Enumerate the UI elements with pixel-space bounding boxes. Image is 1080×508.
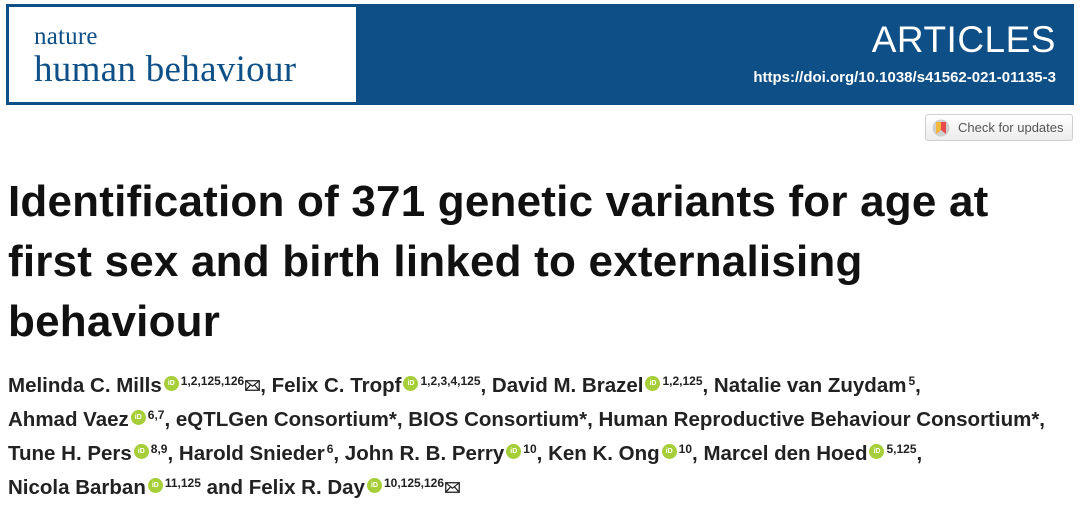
author-name[interactable]: Melinda C. Mills <box>8 374 162 397</box>
orcid-icon[interactable] <box>133 444 149 459</box>
crossmark-icon <box>932 119 950 136</box>
author-separator: , <box>916 442 923 465</box>
author-separator: and <box>200 476 249 499</box>
author-affiliation: 10 <box>678 442 693 456</box>
orcid-icon[interactable] <box>661 444 677 459</box>
mail-icon[interactable] <box>245 380 261 391</box>
author-separator: , <box>915 374 921 397</box>
author-name[interactable]: BIOS Consortium* <box>408 408 588 431</box>
author-separator: , <box>260 374 272 397</box>
author-separator: , <box>333 442 345 465</box>
doi-link[interactable]: https://doi.org/10.1038/s41562-021-01135… <box>753 69 1056 86</box>
author-item: Nicola Barban 11,125 <box>8 476 201 499</box>
orcid-icon[interactable] <box>506 444 522 459</box>
author-affiliation: 1,2,125 <box>662 374 703 388</box>
author-affiliation: 10,125,126 <box>383 476 445 490</box>
check-for-updates-button[interactable]: Check for updates <box>925 114 1073 141</box>
author-name[interactable]: eQTLGen Consortium* <box>175 408 397 431</box>
author-name[interactable]: David M. Brazel <box>491 374 644 397</box>
author-item: Ken K. Ong 10 <box>548 442 692 465</box>
logo-text-nature: nature <box>34 23 98 50</box>
author-name[interactable]: Natalie van Zuydam <box>713 374 907 397</box>
author-affiliation: 8,9 <box>150 442 168 456</box>
orcid-icon[interactable] <box>147 478 163 493</box>
author-item: Felix C. Tropf 1,2,3,4,125 <box>272 374 481 397</box>
author-affiliation: 11,125 <box>164 476 201 490</box>
section-label: ARTICLES <box>871 19 1056 60</box>
author-separator: , <box>1039 408 1045 431</box>
author-affiliation: 10 <box>523 442 537 456</box>
author-name[interactable]: Felix C. Tropf <box>271 374 402 397</box>
author-separator: , <box>692 442 704 465</box>
author-separator: , <box>536 442 549 465</box>
author-name[interactable]: Nicola Barban <box>8 476 146 499</box>
author-item: David M. Brazel 1,2,125 <box>492 374 703 397</box>
check-for-updates-label: Check for updates <box>958 120 1064 135</box>
author-separator: , <box>702 374 714 397</box>
mail-icon[interactable] <box>445 482 460 493</box>
journal-header: nature human behaviour ARTICLES https://… <box>6 4 1074 105</box>
logo-text-title: human behaviour <box>34 49 297 90</box>
author-separator: , <box>164 408 176 431</box>
author-item: Melinda C. Mills 1,2,125,126 <box>8 374 261 397</box>
author-item: Harold Snieder 6 <box>179 442 334 465</box>
author-item: John R. B. Perry 10 <box>345 442 537 465</box>
author-affiliation: 6,7 <box>147 408 165 422</box>
author-separator: , <box>167 442 179 465</box>
author-item: BIOS Consortium* <box>408 408 587 431</box>
author-name[interactable]: Human Reproductive Behaviour Consortium* <box>598 408 1040 431</box>
author-affiliation: 1,2,3,4,125 <box>420 374 481 388</box>
author-item: Tune H. Pers 8,9 <box>8 442 167 465</box>
author-name[interactable]: Tune H. Pers <box>8 442 132 465</box>
orcid-icon[interactable] <box>366 478 382 493</box>
author-list: Melinda C. Mills 1,2,125,126, Felix C. Tr… <box>8 369 1074 505</box>
journal-logo[interactable]: nature human behaviour <box>9 7 356 102</box>
orcid-icon[interactable] <box>163 376 179 391</box>
author-affiliation: 5,125 <box>886 442 917 456</box>
author-item: Natalie van Zuydam 5 <box>714 374 915 397</box>
author-item: Marcel den Hoed 5,125 <box>703 442 916 465</box>
orcid-icon[interactable] <box>130 410 146 425</box>
author-name[interactable]: Ahmad Vaez <box>8 408 129 431</box>
author-affiliation: 5 <box>908 374 916 388</box>
orcid-icon[interactable] <box>403 376 419 391</box>
author-name[interactable]: Ken K. Ong <box>548 442 660 465</box>
author-affiliation: 6 <box>326 442 334 456</box>
author-separator: , <box>480 374 492 397</box>
orcid-icon[interactable] <box>869 444 885 459</box>
author-separator: , <box>587 408 599 431</box>
author-name[interactable]: Harold Snieder <box>178 442 325 465</box>
author-name[interactable]: John R. B. Perry <box>344 442 505 465</box>
orcid-icon[interactable] <box>645 376 661 391</box>
author-item: Human Reproductive Behaviour Consortium* <box>598 408 1039 431</box>
author-item: Felix R. Day 10,125,126 <box>249 476 460 499</box>
author-separator: , <box>396 408 409 431</box>
author-item: Ahmad Vaez 6,7 <box>8 408 164 431</box>
article-title: Identification of 371 genetic variants f… <box>8 177 989 346</box>
author-name[interactable]: Marcel den Hoed <box>703 442 868 465</box>
author-name[interactable]: Felix R. Day <box>248 476 365 499</box>
author-affiliation: 1,2,125,126 <box>180 374 245 388</box>
author-item: eQTLGen Consortium* <box>176 408 397 431</box>
